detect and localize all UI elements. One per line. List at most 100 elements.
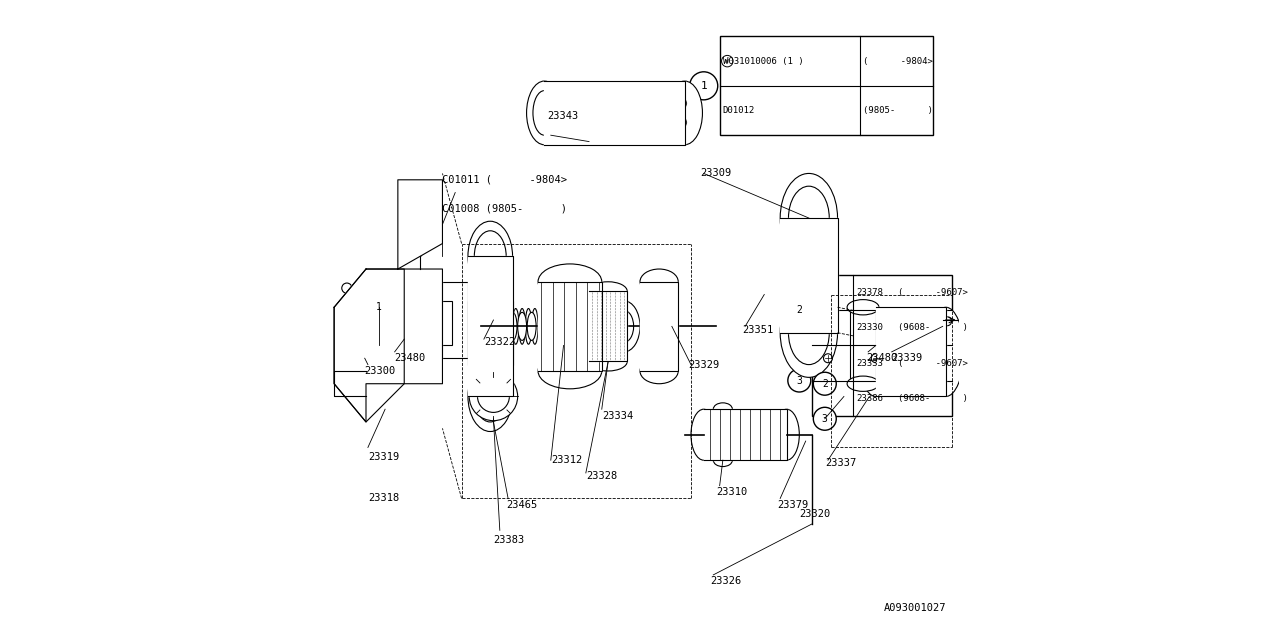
Ellipse shape [412,193,428,256]
Polygon shape [544,81,685,145]
Text: 23378: 23378 [856,289,883,298]
Circle shape [942,317,951,326]
Ellipse shape [468,221,512,291]
Text: 23310: 23310 [717,487,748,497]
Circle shape [690,72,718,100]
Text: 23318: 23318 [367,493,399,504]
Polygon shape [334,269,443,422]
Text: 1: 1 [376,302,381,312]
Circle shape [367,296,390,319]
Text: 23330: 23330 [856,323,883,332]
Ellipse shape [640,84,645,141]
Text: 1: 1 [700,81,707,91]
Ellipse shape [526,81,562,145]
Ellipse shape [788,186,829,250]
Circle shape [792,259,824,291]
Circle shape [823,354,832,363]
Ellipse shape [572,84,577,141]
Text: C01008 (9805-      ): C01008 (9805- ) [443,204,567,214]
Circle shape [813,372,836,395]
Text: 23309: 23309 [700,168,732,179]
Circle shape [470,372,517,420]
Circle shape [342,283,352,293]
Bar [477,317,503,326]
Ellipse shape [614,310,634,342]
Ellipse shape [468,362,512,431]
Ellipse shape [611,312,620,340]
Ellipse shape [713,403,732,415]
Text: 23328: 23328 [586,471,617,481]
Ellipse shape [781,288,837,378]
Text: 3: 3 [796,376,803,385]
Text: 23337: 23337 [824,458,856,468]
Bar [621,97,634,129]
Text: 23320: 23320 [799,509,831,519]
Text: C01011 (      -9804>: C01011 ( -9804> [443,175,567,185]
Text: W: W [726,59,730,63]
Ellipse shape [338,301,369,352]
Text: 23334: 23334 [602,411,634,420]
Ellipse shape [538,353,602,389]
Text: 23329: 23329 [687,360,719,370]
Text: A093001027: A093001027 [883,603,946,613]
Ellipse shape [847,376,879,392]
Ellipse shape [608,301,640,352]
Polygon shape [468,256,512,396]
Text: 23312: 23312 [550,455,582,465]
Text: 23386: 23386 [856,394,883,403]
Circle shape [801,268,817,283]
Bar [468,301,512,365]
Ellipse shape [630,312,639,340]
Ellipse shape [525,308,531,344]
Ellipse shape [640,358,678,384]
Text: 23319: 23319 [367,452,399,462]
Text: 3: 3 [822,414,828,424]
Ellipse shape [788,301,829,365]
Ellipse shape [538,264,602,300]
Ellipse shape [607,84,612,141]
Text: 2: 2 [796,305,803,316]
Bar [443,301,452,346]
Text: 23300: 23300 [365,366,396,376]
Bar [443,282,468,358]
Bar [850,307,876,384]
Text: (      -9607>: ( -9607> [899,289,968,298]
Ellipse shape [589,282,627,301]
Text: 23343: 23343 [548,111,579,121]
Text: 23322: 23322 [484,337,515,348]
Ellipse shape [628,84,634,141]
Text: 23339: 23339 [892,353,923,364]
Circle shape [676,117,686,127]
Polygon shape [589,291,627,362]
Polygon shape [334,269,404,422]
Text: (9805-      ): (9805- ) [863,106,933,115]
Circle shape [431,354,440,363]
Bar [477,336,503,346]
Ellipse shape [518,308,525,344]
Text: 23480: 23480 [867,353,897,364]
Text: (      -9607>: ( -9607> [899,358,968,367]
Ellipse shape [847,300,879,315]
Text: 23351: 23351 [742,324,773,335]
Circle shape [787,369,810,392]
Text: (9608-      ): (9608- ) [899,323,968,332]
Polygon shape [876,307,946,396]
Ellipse shape [595,84,600,141]
Text: 23383: 23383 [493,535,525,545]
Ellipse shape [561,84,566,141]
Polygon shape [781,218,837,333]
Ellipse shape [652,84,657,141]
Ellipse shape [691,409,717,460]
Text: W031010006 (1 ): W031010006 (1 ) [723,56,804,66]
Ellipse shape [928,307,964,396]
Ellipse shape [475,231,506,282]
Polygon shape [538,282,602,371]
Text: 23333: 23333 [856,358,883,367]
Text: (      -9804>: ( -9804> [863,56,933,66]
Text: 23379: 23379 [777,500,808,510]
Text: D01012: D01012 [723,106,755,115]
Bar [812,275,952,415]
Circle shape [872,354,881,363]
Bar [589,91,614,135]
Circle shape [722,56,733,67]
